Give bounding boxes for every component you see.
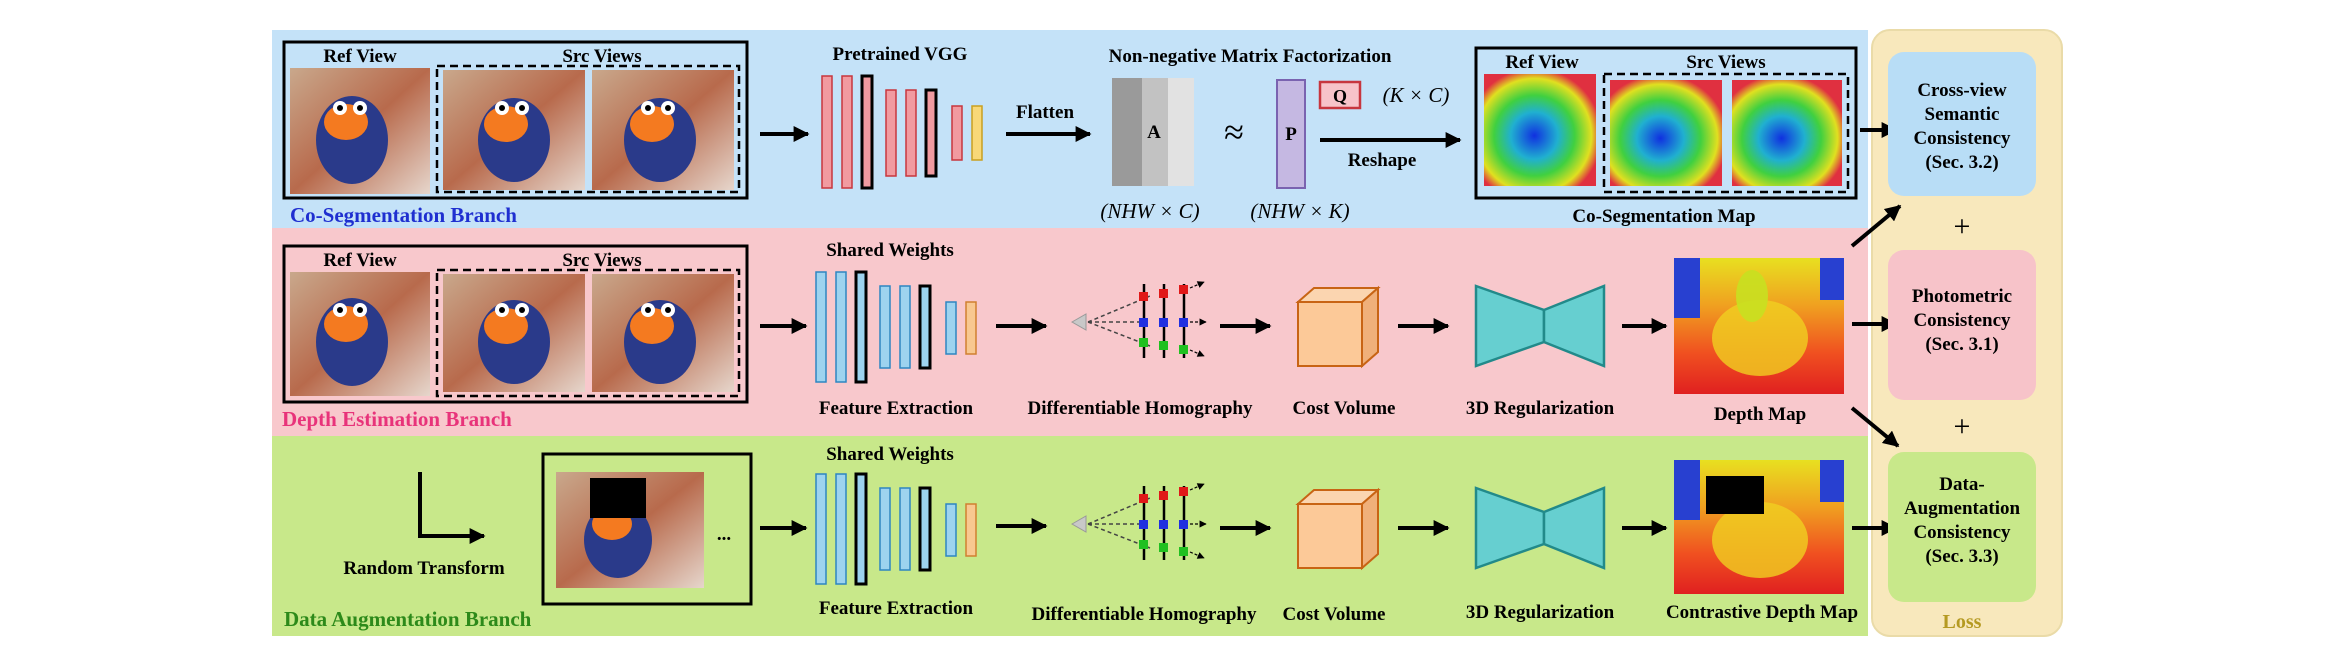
depth-regularization xyxy=(1474,284,1606,368)
matrix-p: P xyxy=(1276,79,1306,189)
aug-reg-label: 3D Regularization xyxy=(1466,602,1615,623)
photometric-line-2: Consistency xyxy=(1913,310,2011,331)
aug-feature-label: Feature Extraction xyxy=(819,598,974,619)
coseg-src-image-2 xyxy=(592,70,734,190)
photometric-line-1: Photometric xyxy=(1912,286,2012,307)
depth-map-label: Depth Map xyxy=(1714,404,1806,425)
coseg-src-label: Src Views xyxy=(562,46,641,67)
coseg-src-image-1 xyxy=(443,70,585,190)
coseg-map: Ref View Src Views xyxy=(1474,46,1858,200)
arrow-depth-to-augconsist xyxy=(1850,406,1900,448)
loss-plus-2: + xyxy=(1954,410,1971,443)
depth-input-views: Ref View Src Views xyxy=(282,244,749,404)
photometric-line-3: (Sec. 3.1) xyxy=(1925,334,1998,355)
augmentation-consistency-box: Data- Augmentation Consistency (Sec. 3.3… xyxy=(1888,452,2036,602)
depth-cost-label: Cost Volume xyxy=(1293,398,1396,419)
coseg-map-caption: Co-Segmentation Map xyxy=(1572,206,1755,227)
aug-input-view: ... xyxy=(541,452,753,606)
depth-ref-image xyxy=(290,272,430,396)
loss-title: Loss xyxy=(1943,611,1982,633)
coseg-map-src-label: Src Views xyxy=(1686,52,1765,73)
augconsist-line-1: Data- xyxy=(1939,474,1984,495)
coseg-map-src-1 xyxy=(1610,80,1722,186)
augconsist-line-3: Consistency xyxy=(1913,522,2011,543)
random-transform-label: Random Transform xyxy=(343,558,505,579)
semantic-consistency-box: Cross-view Semantic Consistency (Sec. 3.… xyxy=(1888,52,2036,196)
semantic-line-4: (Sec. 3.2) xyxy=(1925,152,1998,173)
approx-symbol: ≈ xyxy=(1224,112,1244,152)
depth-ref-label: Ref View xyxy=(323,250,397,271)
matrix-p-dims: (NHW × K) xyxy=(1250,199,1349,223)
matrix-q: Q xyxy=(1318,80,1362,110)
photometric-consistency-box: Photometric Consistency (Sec. 3.1) xyxy=(1888,250,2036,400)
aug-cost-volume xyxy=(1295,487,1381,571)
depth-reg-label: 3D Regularization xyxy=(1466,398,1615,419)
aug-occlusion-mask xyxy=(590,478,646,518)
depth-feature-network xyxy=(815,270,977,384)
coseg-map-src-2 xyxy=(1732,80,1842,186)
arrow-depth-to-semantic xyxy=(1850,204,1902,248)
aug-homography xyxy=(1070,483,1207,560)
aug-feature-network xyxy=(815,472,977,586)
contrastive-occlusion-mask xyxy=(1706,476,1764,514)
semantic-line-2: Semantic xyxy=(1925,104,2000,125)
aug-shared-weights-label: Shared Weights xyxy=(826,444,954,465)
aug-branch-title: Data Augmentation Branch xyxy=(284,607,532,631)
depth-map-image xyxy=(1674,258,1844,394)
depth-feature-label: Feature Extraction xyxy=(819,398,974,419)
coseg-branch-title: Co-Segmentation Branch xyxy=(290,203,517,227)
contrastive-depth-map-image xyxy=(1674,460,1844,594)
random-transform-arrow xyxy=(418,472,486,544)
depth-homography xyxy=(1070,281,1207,358)
matrix-p-label: P xyxy=(1285,124,1297,145)
matrix-q-label: Q xyxy=(1333,86,1347,106)
semantic-line-3: Consistency xyxy=(1913,128,2011,149)
coseg-input-views: Ref View Src Views xyxy=(282,40,749,200)
depth-cost-volume xyxy=(1295,285,1381,369)
matrix-a: A xyxy=(1112,78,1194,186)
aug-ellipsis: ... xyxy=(717,524,731,545)
matrix-q-dims: (K × C) xyxy=(1383,83,1450,107)
coseg-ref-label: Ref View xyxy=(323,46,397,67)
vgg-label: Pretrained VGG xyxy=(833,44,968,65)
matrix-a-dims: (NHW × C) xyxy=(1100,199,1199,223)
depth-src-label: Src Views xyxy=(562,250,641,271)
flatten-label: Flatten xyxy=(1016,102,1074,123)
depth-shared-weights-label: Shared Weights xyxy=(826,240,954,261)
contrastive-map-label: Contrastive Depth Map xyxy=(1666,602,1858,623)
coseg-map-ref xyxy=(1484,74,1596,186)
augconsist-line-4: (Sec. 3.3) xyxy=(1925,546,1998,567)
semantic-line-1: Cross-view xyxy=(1917,80,2007,101)
coseg-map-ref-label: Ref View xyxy=(1505,52,1579,73)
depth-src-image-2 xyxy=(592,274,734,392)
aug-regularization xyxy=(1474,486,1606,570)
depth-src-image-1 xyxy=(443,274,585,392)
coseg-ref-image xyxy=(290,68,430,194)
loss-plus-1: + xyxy=(1954,210,1971,243)
depth-homography-label: Differentiable Homography xyxy=(1028,398,1253,419)
aug-homography-label: Differentiable Homography xyxy=(1032,604,1257,625)
augconsist-line-2: Augmentation xyxy=(1904,498,2021,519)
aug-cost-label: Cost Volume xyxy=(1283,604,1386,625)
matrix-a-label: A xyxy=(1147,122,1161,143)
reshape-label: Reshape xyxy=(1348,150,1417,171)
vgg-network xyxy=(821,74,983,190)
depth-branch-title: Depth Estimation Branch xyxy=(282,407,512,431)
nmf-label: Non-negative Matrix Factorization xyxy=(1109,46,1392,67)
